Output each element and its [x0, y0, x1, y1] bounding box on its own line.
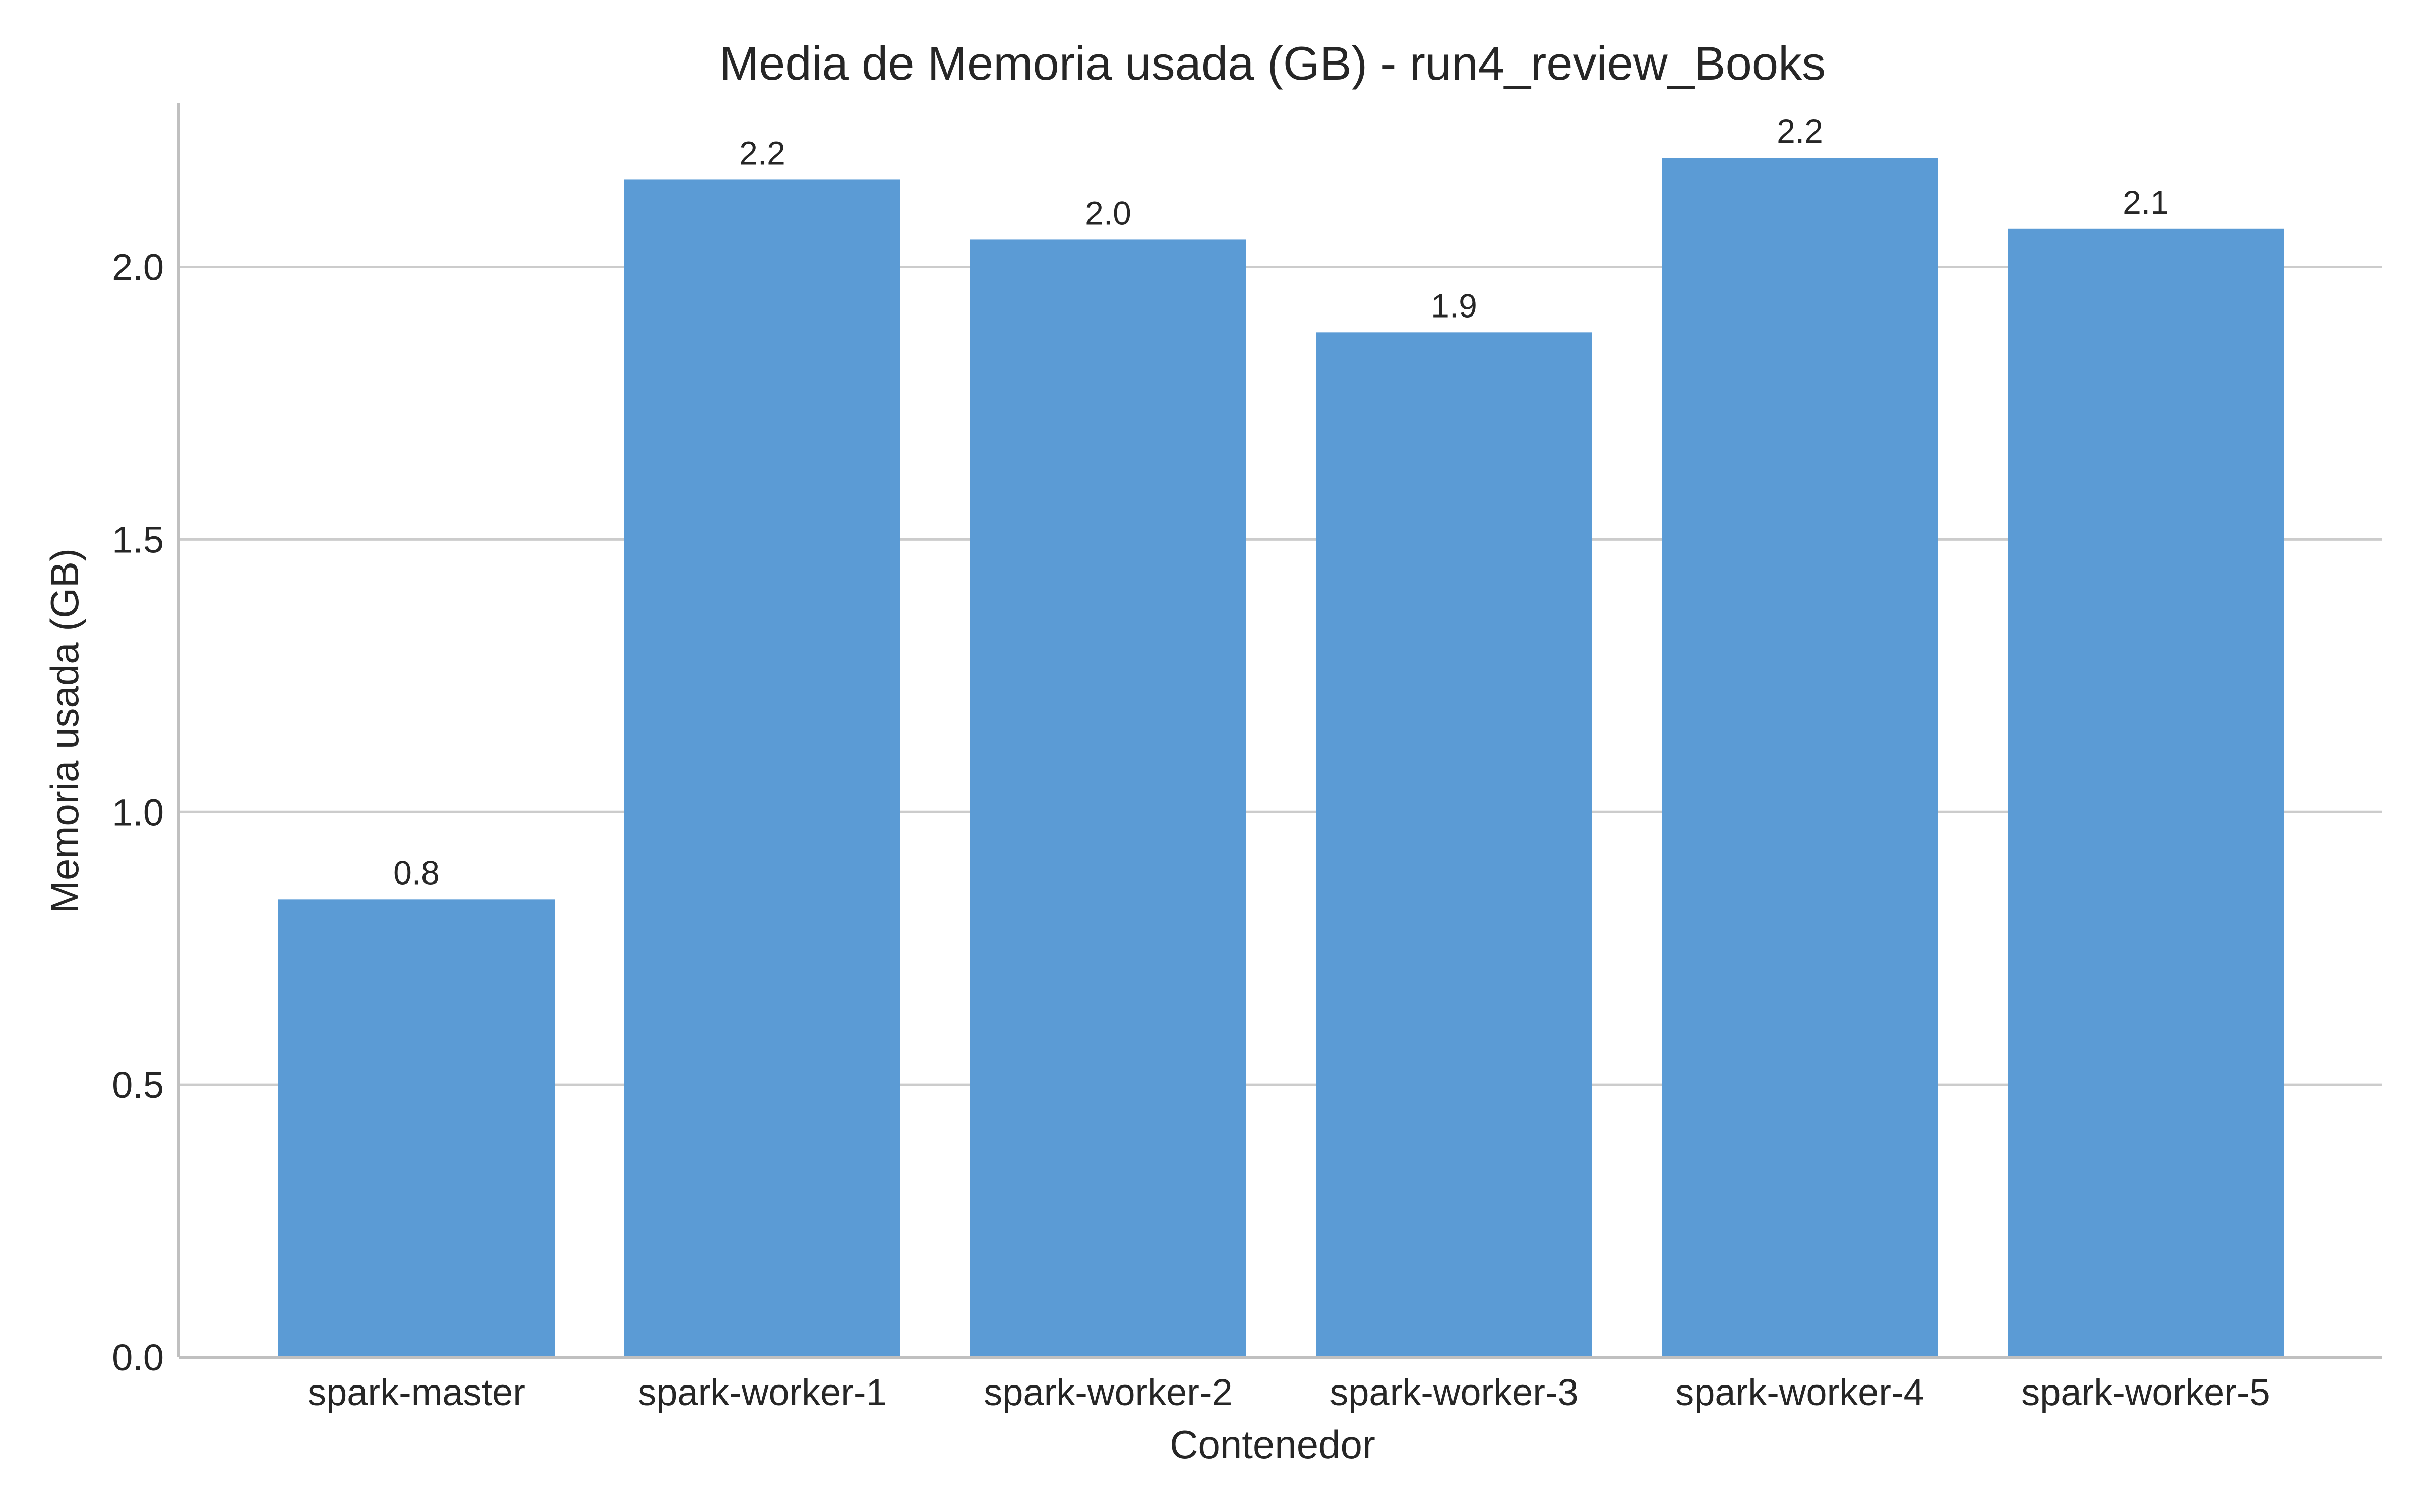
y-axis-title: Memoria usada (GB): [42, 548, 87, 913]
x-tick-label: spark-worker-4: [1675, 1371, 1924, 1413]
value-label: 0.8: [393, 854, 440, 891]
x-tick-label: spark-worker-1: [638, 1371, 886, 1413]
value-label: 2.0: [1085, 194, 1131, 231]
bar-spark-worker-1: [624, 179, 900, 1358]
y-tick-label: 0.0: [112, 1337, 164, 1378]
bar-spark-worker-4: [1662, 158, 1938, 1358]
x-tick-label: spark-master: [308, 1371, 525, 1413]
value-labels: 0.8 2.2 2.0 1.9 2.2 2.1: [393, 112, 2169, 891]
x-tick-label: spark-worker-5: [2021, 1371, 2270, 1413]
y-tick-label: 1.5: [112, 519, 164, 560]
y-tick-label: 0.5: [112, 1064, 164, 1106]
value-label: 2.1: [2123, 183, 2169, 221]
chart-title: Media de Memoria usada (GB) - run4_revie…: [719, 37, 1826, 90]
x-tick-labels: spark-master spark-worker-1 spark-worker-2…: [308, 1371, 2270, 1413]
x-tick-label: spark-worker-3: [1329, 1371, 1578, 1413]
value-label: 2.2: [1777, 112, 1823, 150]
bar-spark-worker-3: [1316, 332, 1592, 1357]
value-label: 2.2: [739, 134, 785, 171]
bar-spark-master: [278, 899, 555, 1357]
y-tick-label: 2.0: [112, 246, 164, 288]
bar-spark-worker-2: [970, 239, 1246, 1357]
bars: [278, 158, 2284, 1358]
x-tick-label: spark-worker-2: [984, 1371, 1232, 1413]
x-axis-title: Contenedor: [1170, 1422, 1375, 1467]
y-tick-labels: 0.0 0.5 1.0 1.5 2.0: [112, 246, 164, 1378]
value-label: 1.9: [1431, 287, 1477, 324]
y-tick-label: 1.0: [112, 791, 164, 833]
bar-spark-worker-5: [2008, 228, 2284, 1357]
axes: [177, 103, 2382, 1359]
